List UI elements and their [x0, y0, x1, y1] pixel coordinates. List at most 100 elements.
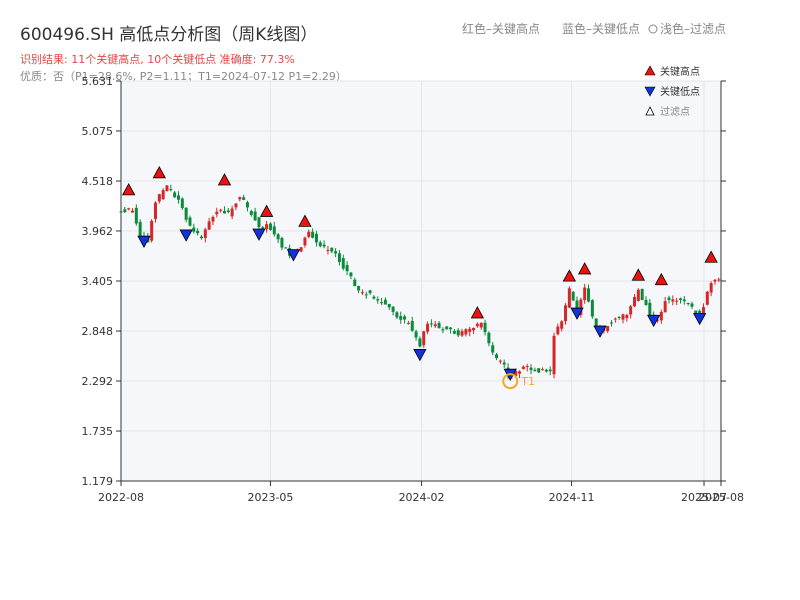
candle-body	[460, 331, 464, 336]
candle-body	[173, 192, 177, 198]
candle-body	[242, 197, 246, 200]
candle-body	[399, 316, 403, 320]
candle-body	[521, 366, 525, 369]
candle-body	[502, 362, 506, 365]
y-tick-label: 5.631	[82, 75, 114, 88]
candle-body	[211, 216, 215, 222]
candle-body	[326, 249, 330, 251]
candle-body	[410, 320, 414, 331]
legend-low-icon	[644, 86, 656, 97]
candle-body	[548, 369, 552, 372]
candle-body	[556, 326, 560, 335]
key-low-marker	[286, 249, 301, 262]
candle-body	[525, 366, 529, 368]
candle-body	[529, 367, 533, 371]
candle-body	[583, 287, 587, 301]
top-legend-filtered: 浅色–过滤点	[660, 22, 726, 36]
candle-body	[667, 297, 671, 300]
candle-body	[360, 292, 364, 294]
candle-body	[713, 279, 717, 282]
candle-body	[541, 369, 545, 371]
candle-body	[307, 231, 311, 237]
candle-body	[686, 302, 690, 304]
top-legend-filtered-icon	[648, 24, 658, 34]
y-tick-label: 1.179	[82, 475, 114, 488]
candle-body	[709, 283, 713, 293]
legend-filtered-icon	[645, 106, 655, 116]
legend-filtered-label: 过滤点	[660, 105, 690, 118]
candle-body	[253, 211, 257, 221]
candle-body	[318, 242, 322, 247]
candle-body	[487, 332, 491, 344]
legend-high-label: 关键高点	[660, 65, 700, 78]
candle-body	[717, 279, 721, 281]
key-high-marker	[259, 204, 274, 217]
candle-body	[567, 288, 571, 308]
y-tick-label: 2.848	[82, 325, 114, 338]
candle-body	[353, 279, 357, 287]
candle-body	[659, 312, 663, 321]
candle-body	[640, 288, 644, 300]
candle-body	[594, 318, 598, 326]
candle-body	[138, 221, 142, 238]
candle-body	[655, 319, 659, 321]
candle-body	[403, 316, 407, 320]
x-tick-label: 2023-05	[247, 491, 293, 504]
y-tick-label: 1.735	[82, 425, 114, 438]
axis-ticks-layer: 1.179 1.735 2.292 2.848 3.405 3.962 4.518 5.075…	[82, 75, 744, 504]
candle-body	[161, 190, 165, 200]
candle-body	[491, 345, 495, 353]
candle-body	[153, 202, 157, 219]
candle-body	[675, 300, 679, 302]
candle-body	[376, 299, 380, 301]
candle-body	[245, 202, 249, 208]
candle-body	[621, 314, 625, 320]
candle-body	[123, 209, 127, 213]
candle-body	[648, 302, 652, 316]
candle-body	[169, 189, 173, 191]
key-low-marker	[413, 349, 427, 362]
key-low-marker	[179, 229, 193, 242]
candle-body	[514, 371, 518, 377]
candle-body	[422, 331, 426, 346]
candle-body	[449, 327, 453, 330]
candle-body	[671, 299, 675, 302]
candle-body	[276, 234, 280, 240]
candle-body	[176, 195, 180, 200]
y-tick-label: 2.292	[82, 375, 114, 388]
key-low-marker	[646, 314, 661, 328]
candle-body	[219, 209, 223, 211]
x-tick-label: 2025-07	[681, 491, 727, 504]
candle-body	[207, 221, 211, 230]
candle-body	[268, 223, 272, 230]
candle-body	[330, 247, 334, 252]
candle-body	[437, 322, 441, 329]
candle-body	[644, 299, 648, 306]
markers-layer: T1	[121, 165, 718, 390]
candle-body	[533, 369, 537, 371]
candle-body	[261, 227, 265, 230]
candle-body	[180, 198, 184, 209]
candle-body	[196, 230, 200, 234]
y-tick-label: 4.518	[82, 175, 114, 188]
candle-body	[587, 288, 591, 302]
candle-body	[617, 317, 621, 319]
candles-layer	[119, 184, 721, 379]
key-high-marker	[562, 269, 577, 282]
candle-body	[633, 297, 637, 307]
candle-body	[606, 326, 610, 331]
candle-body	[303, 237, 307, 246]
candle-body	[456, 330, 460, 336]
candle-body	[575, 300, 579, 315]
candle-body	[380, 302, 384, 304]
candle-body	[441, 329, 445, 331]
candle-body	[426, 323, 430, 332]
candle-body	[495, 354, 499, 359]
candle-body	[165, 185, 169, 192]
y-tick-label: 3.405	[82, 275, 114, 288]
t1-marker	[502, 373, 519, 390]
quality-summary: 优质：否（P1=28.6%, P2=1.11；T1=2024-07-12 P1=…	[20, 70, 347, 83]
key-low-marker	[137, 235, 151, 249]
candle-body	[613, 318, 617, 320]
